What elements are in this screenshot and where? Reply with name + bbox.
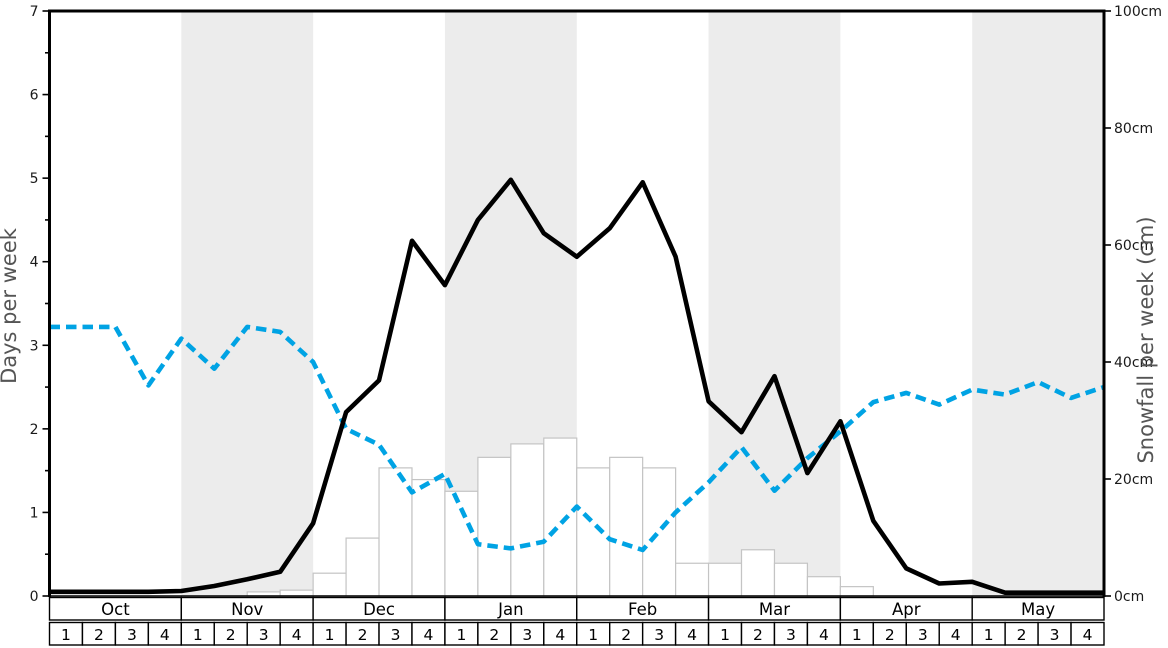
- week-label: 1: [193, 626, 203, 644]
- week-label: 3: [918, 626, 928, 644]
- week-label: 1: [852, 626, 862, 644]
- snowfall-bar: [773, 562, 809, 597]
- right-tick-label: 0cm: [1114, 589, 1144, 605]
- data-lines: [49, 177, 1105, 596]
- week-label: 3: [127, 626, 137, 644]
- week-label: 4: [1083, 626, 1093, 644]
- snowfall-bars: [246, 437, 874, 597]
- week-label: 1: [325, 626, 335, 644]
- left-axis-title: Days per week: [0, 227, 21, 384]
- left-tick-label: 3: [30, 338, 39, 354]
- snowfall-bar: [609, 456, 644, 597]
- week-label: 1: [720, 626, 730, 644]
- month-label: Oct: [101, 600, 130, 619]
- snowfall-bar: [740, 549, 776, 597]
- week-label: 4: [819, 626, 829, 644]
- week-label: 3: [1050, 626, 1060, 644]
- right-tick-label: 100cm: [1114, 4, 1162, 20]
- right-tick-label: 60cm: [1114, 238, 1153, 254]
- week-label: 3: [391, 626, 401, 644]
- snowfall-bar: [477, 456, 512, 597]
- month-bands: [181, 11, 1104, 596]
- week-label: 4: [160, 626, 170, 644]
- snowfall-bar: [642, 467, 677, 597]
- week-label: 2: [226, 626, 236, 644]
- left-tick-label: 4: [30, 255, 39, 271]
- month-band-nov: [181, 11, 314, 596]
- snowfall-bar: [378, 467, 413, 597]
- week-label: 1: [61, 626, 71, 644]
- week-label: 2: [621, 626, 631, 644]
- week-label-row: 1 2 3 4 1 2 3 4 1 2 3 4 1 2 3 4 1 2 3 4 1 2 3 4 1 2 3 4 1 2 3 4: [48, 621, 1105, 646]
- week-label: 2: [1017, 626, 1027, 644]
- left-tick-label: 1: [30, 505, 39, 521]
- right-axis-ticks: 0cm 20cm 40cm 60cm 80cm 100cm: [1104, 4, 1162, 605]
- month-label-row: Oct Nov Dec Jan Feb Mar Apr May: [48, 596, 1105, 621]
- week-label: 2: [94, 626, 104, 644]
- month-label: Nov: [231, 600, 263, 619]
- left-axis-ticks: 0 1 2 3 4 5 6 7: [30, 4, 50, 605]
- week-label: 1: [588, 626, 598, 644]
- month-label: Jan: [497, 600, 523, 619]
- snowfall-bar: [806, 576, 841, 597]
- snowfall-bar: [707, 562, 743, 597]
- week-label: 3: [654, 626, 664, 644]
- month-label: Feb: [628, 600, 657, 619]
- week-label: 2: [358, 626, 368, 644]
- snowfall-bar: [411, 478, 446, 597]
- week-label: 4: [687, 626, 697, 644]
- week-label: 2: [753, 626, 763, 644]
- left-tick-label: 0: [30, 589, 39, 605]
- week-label: 3: [786, 626, 796, 644]
- month-label: Mar: [759, 600, 790, 619]
- week-label: 1: [984, 626, 994, 644]
- snowfall-days-line: [49, 177, 1104, 596]
- right-tick-label: 80cm: [1114, 121, 1153, 137]
- month-cell-may: [971, 596, 1105, 621]
- right-tick-label: 40cm: [1114, 355, 1153, 371]
- week-cell: [1070, 621, 1105, 646]
- month-label: Dec: [363, 600, 395, 619]
- snowfall-bar: [345, 537, 380, 597]
- snowfall-bar: [576, 467, 611, 597]
- week-label: 4: [555, 626, 565, 644]
- snowfall-bar: [312, 572, 347, 597]
- left-tick-label: 5: [30, 171, 39, 187]
- month-band-may: [972, 11, 1104, 596]
- right-tick-label: 20cm: [1114, 472, 1153, 488]
- month-label: Apr: [892, 600, 921, 619]
- month-band-mar: [708, 11, 841, 596]
- week-label: 4: [292, 626, 302, 644]
- week-label: 2: [489, 626, 499, 644]
- snowfall-bar: [543, 437, 578, 597]
- week-label: 3: [522, 626, 532, 644]
- snowfall-bar: [675, 562, 710, 597]
- week-label: 4: [951, 626, 961, 644]
- left-tick-label: 7: [30, 4, 39, 20]
- week-label: 2: [885, 626, 895, 644]
- month-label: May: [1021, 600, 1055, 619]
- week-label: 1: [456, 626, 466, 644]
- snowfall-bar: [444, 490, 479, 597]
- left-tick-label: 6: [30, 88, 39, 104]
- dashed-days-line: [49, 324, 1105, 553]
- left-tick-label: 2: [30, 422, 39, 438]
- snowfall-bar: [839, 586, 874, 597]
- week-label: 3: [259, 626, 269, 644]
- snowfall-bar: [510, 443, 545, 597]
- snowfall-bar: [279, 589, 314, 597]
- week-label: 4: [424, 626, 434, 644]
- right-axis-title: Snowfall per week (cm): [1134, 216, 1158, 463]
